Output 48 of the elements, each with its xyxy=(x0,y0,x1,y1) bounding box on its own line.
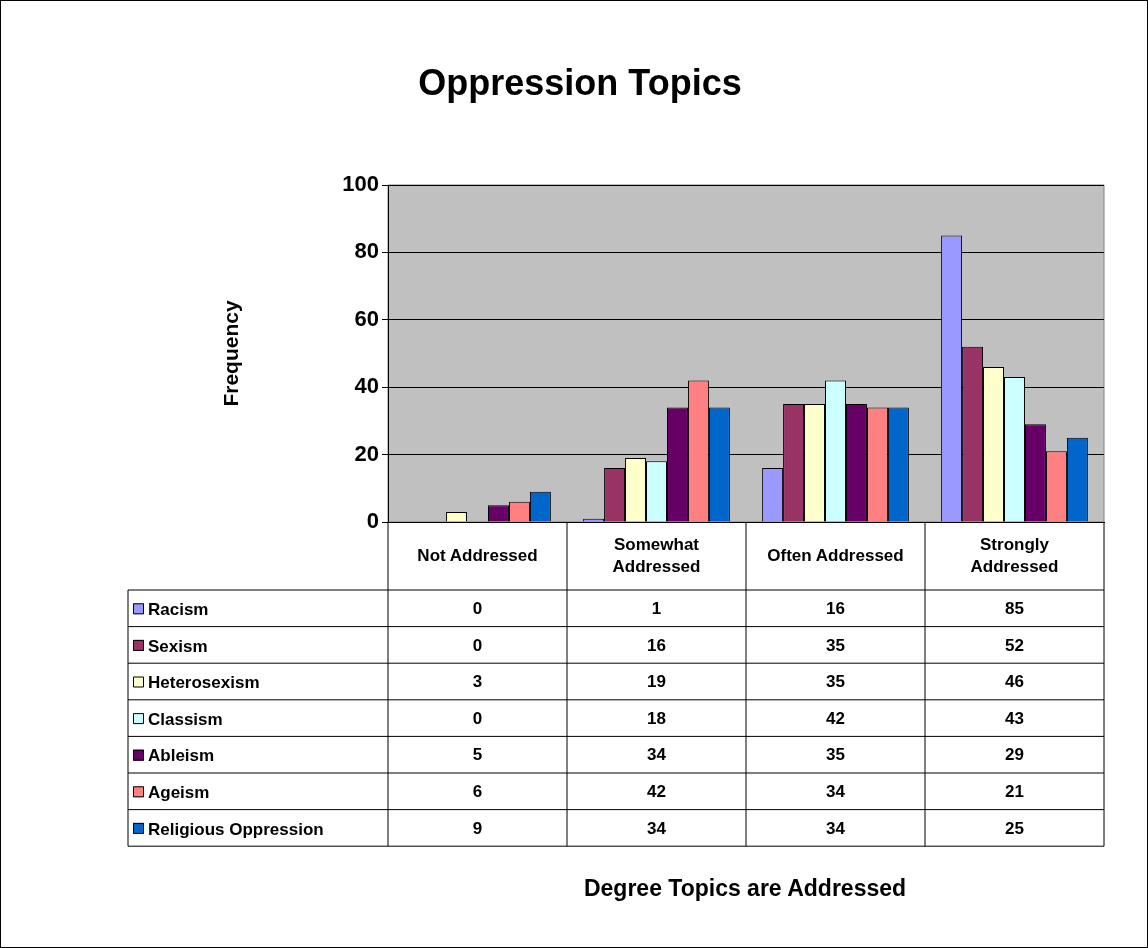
legend-label: Racism xyxy=(148,599,209,619)
data-label: 16 xyxy=(826,598,845,618)
y-axis-title: Frequency xyxy=(218,300,242,407)
text: Degree Topics are Addressed xyxy=(583,875,907,902)
x-tick-label: Not Addressed xyxy=(417,545,538,565)
legend-label: Ageism xyxy=(148,782,210,802)
y-tick-label: 80 xyxy=(354,238,379,264)
data-label: 21 xyxy=(1005,781,1024,801)
data-label: 0 xyxy=(472,708,483,728)
y-tick-label: 0 xyxy=(366,508,379,534)
data-label: 52 xyxy=(1005,635,1024,655)
data-label: 46 xyxy=(1005,672,1024,692)
data-label: 34 xyxy=(826,781,846,801)
data-label: 35 xyxy=(826,745,845,765)
data-label: 18 xyxy=(647,708,666,728)
y-tick-label: 40 xyxy=(354,373,379,399)
legend-label: Heterosexism xyxy=(148,673,260,693)
x-tick-label: Often Addressed xyxy=(767,545,904,565)
x-tick-label: Strongly Addressed xyxy=(970,534,1059,576)
legend-label: Religious Oppression xyxy=(148,819,324,839)
x-tick-label: Somewhat Addressed xyxy=(612,534,701,576)
data-label: 42 xyxy=(647,781,666,801)
chart-title: Oppression Topics xyxy=(418,61,742,103)
data-label: 0 xyxy=(472,635,483,655)
data-label: 25 xyxy=(1005,818,1024,838)
legend-label: Sexism xyxy=(148,636,208,656)
data-label: 34 xyxy=(826,818,846,838)
y-tick-label: 100 xyxy=(342,171,379,197)
data-label: 9 xyxy=(472,818,483,838)
data-label: 6 xyxy=(472,781,483,801)
data-label: 34 xyxy=(647,745,667,765)
data-label: 19 xyxy=(647,672,666,692)
data-label: 5 xyxy=(472,745,483,765)
data-label: 34 xyxy=(647,818,667,838)
data-label: 0 xyxy=(472,598,483,618)
y-tick-label: 20 xyxy=(354,440,379,466)
data-label: 35 xyxy=(826,672,845,692)
data-label: 16 xyxy=(647,635,666,655)
y-tick-label: 60 xyxy=(354,305,379,331)
data-label: 85 xyxy=(1005,598,1024,618)
data-label: 42 xyxy=(826,708,845,728)
data-label: 1 xyxy=(651,598,662,618)
data-label: 29 xyxy=(1005,745,1024,765)
data-label: 35 xyxy=(826,635,845,655)
data-label: 3 xyxy=(472,672,483,692)
legend-label: Classism xyxy=(148,709,223,729)
legend-label: Ableism xyxy=(148,746,215,766)
data-label: 43 xyxy=(1005,708,1024,728)
